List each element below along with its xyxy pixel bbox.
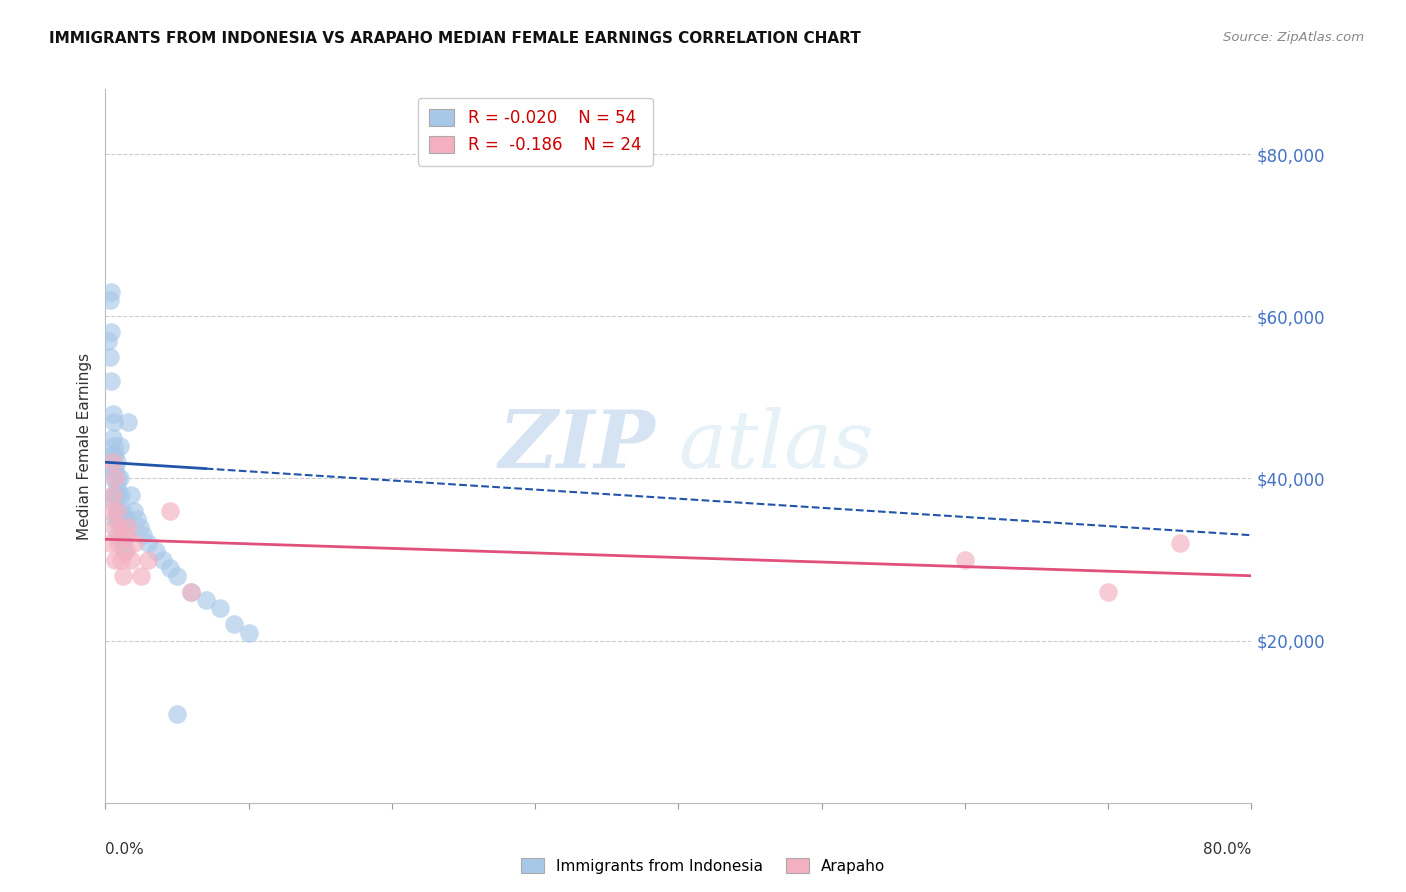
Point [120,488,142,502]
Point [105,504,128,518]
Point [122,504,145,518]
Point [159,504,181,518]
Text: 0.0%: 0.0% [105,842,145,857]
Point [97,334,120,348]
Point [101,471,124,485]
Text: atlas: atlas [678,408,873,484]
Point [100,504,122,518]
Point [115,512,138,526]
Text: IMMIGRANTS FROM INDONESIA VS ARAPAHO MEDIAN FEMALE EARNINGS CORRELATION CHART: IMMIGRANTS FROM INDONESIA VS ARAPAHO MED… [49,31,860,46]
Point [101,455,124,469]
Point [100,326,122,340]
Point [107,536,129,550]
Point [101,488,124,502]
Point [111,568,134,582]
Point [194,593,217,607]
Point [110,488,132,502]
Point [117,415,139,429]
Point [114,544,136,558]
Point [122,536,145,550]
Point [107,512,129,526]
Point [107,471,129,485]
Point [101,488,124,502]
Point [112,544,135,558]
Point [180,585,202,599]
Point [100,374,122,388]
Text: Source: ZipAtlas.com: Source: ZipAtlas.com [1223,31,1364,45]
Point [120,552,142,566]
Point [98,293,121,307]
Point [108,471,131,485]
Point [108,439,131,453]
Point [104,512,127,526]
Point [166,568,188,582]
Point [152,552,174,566]
Point [112,512,135,526]
Point [98,350,121,364]
Point [111,504,134,518]
Point [224,617,246,632]
Y-axis label: Median Female Earnings: Median Female Earnings [76,352,91,540]
Point [105,504,128,518]
Point [101,447,124,461]
Text: 80.0%: 80.0% [1204,842,1251,857]
Point [105,479,128,493]
Point [131,528,153,542]
Point [114,528,136,542]
Point [111,536,134,550]
Point [108,520,131,534]
Point [105,455,128,469]
Point [104,552,127,566]
Point [103,439,125,453]
Point [1168,536,1191,550]
Point [104,447,127,461]
Point [128,520,150,534]
Point [103,520,125,534]
Point [103,463,125,477]
Point [145,544,167,558]
Point [138,536,160,550]
Point [117,520,139,534]
Point [98,536,121,550]
Point [238,625,260,640]
Point [107,488,129,502]
Point [125,512,148,526]
Point [104,471,127,485]
Point [112,528,135,542]
Point [105,528,128,542]
Legend: Immigrants from Indonesia, Arapaho: Immigrants from Indonesia, Arapaho [515,852,891,880]
Point [103,496,125,510]
Point [101,431,124,445]
Legend: R = -0.020    N = 54, R =  -0.186    N = 24: R = -0.020 N = 54, R = -0.186 N = 24 [418,97,652,166]
Point [166,706,188,721]
Point [1097,585,1119,599]
Point [129,568,152,582]
Point [101,407,124,421]
Point [208,601,231,615]
Point [104,463,127,477]
Point [953,552,976,566]
Point [138,552,160,566]
Point [108,504,131,518]
Point [104,488,127,502]
Text: ZIP: ZIP [499,408,655,484]
Point [100,285,122,299]
Point [103,415,125,429]
Point [110,552,132,566]
Point [159,560,181,574]
Point [110,520,132,534]
Point [180,585,202,599]
